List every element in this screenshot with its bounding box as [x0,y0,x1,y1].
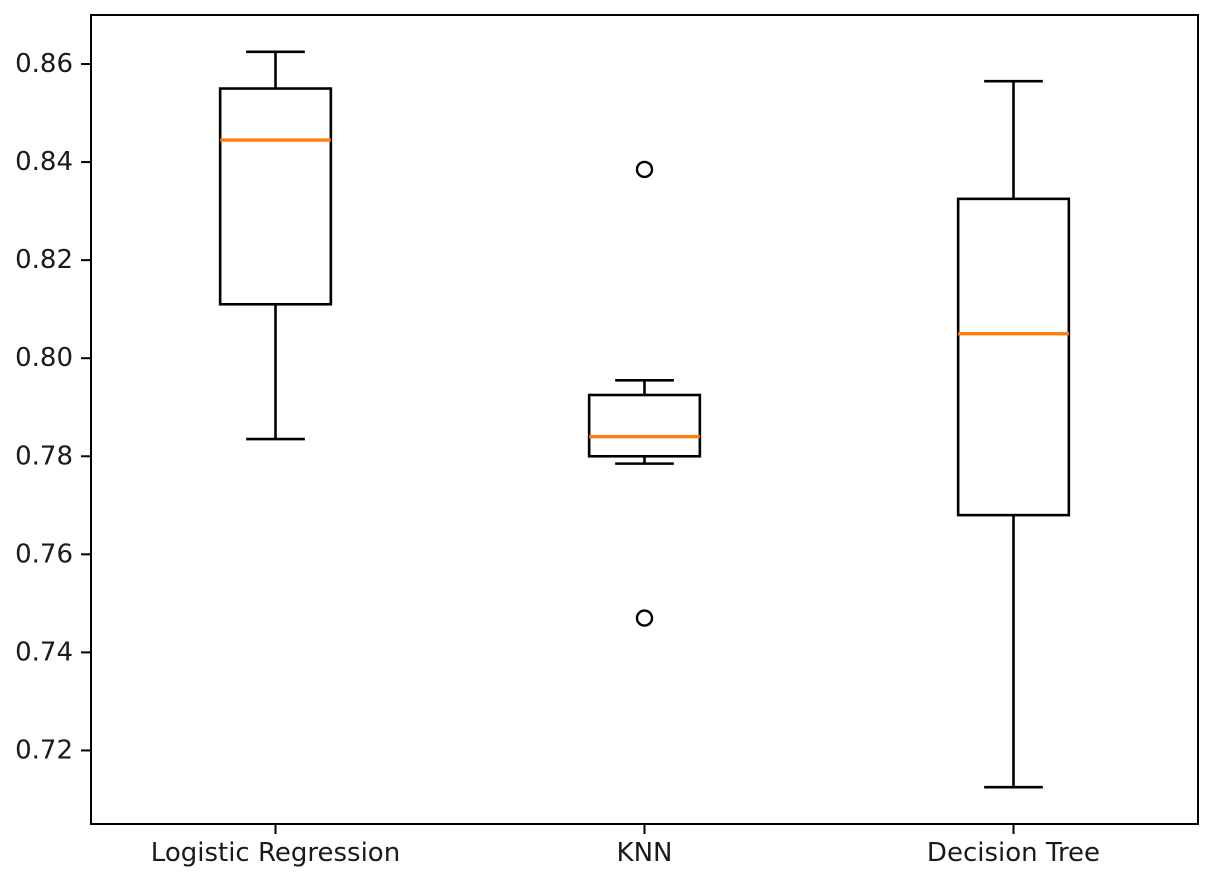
box-decision-tree [956,79,1071,789]
y-tick-label: 0.78 [15,441,73,471]
x-category-label-decision-tree: Decision Tree [927,838,1100,868]
y-tick-label: 0.76 [15,539,73,569]
y-tick-label: 0.80 [15,343,73,373]
box-logistic-regression [218,50,333,441]
box-rect [587,393,702,458]
y-tick-label: 0.74 [15,637,73,667]
y-tick-label: 0.72 [15,735,73,765]
box-rect [956,197,1071,517]
box-knn [587,160,702,627]
x-category-label-knn: KNN [617,838,673,868]
y-tick-label: 0.82 [15,245,73,275]
y-tick-label: 0.84 [15,147,73,177]
y-tick-label: 0.86 [15,49,73,79]
outlier-point [635,160,654,179]
x-category-label-logistic-regression: Logistic Regression [151,838,400,868]
box-rect [218,87,333,306]
outlier-point [635,609,654,627]
